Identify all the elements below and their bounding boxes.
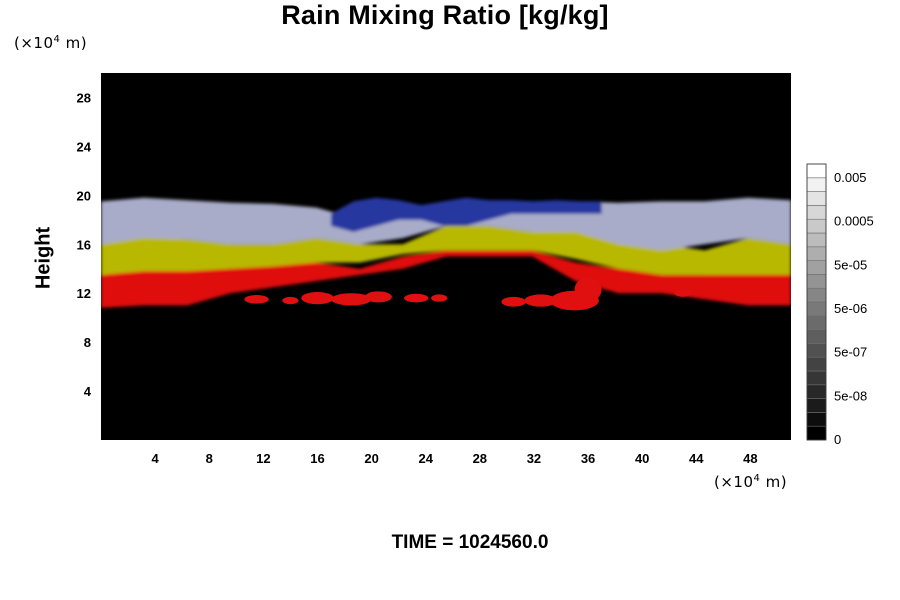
y-unit-suffix: m) [60, 34, 88, 52]
colorbar: 0 5e-08 5e-07 5e-06 5e-05 0.0005 0.005 [806, 163, 874, 447]
y-tick-label: 8 [84, 335, 91, 350]
colorbar-swatch [806, 205, 827, 220]
x-tick-label: 28 [473, 451, 487, 466]
rain-blob [674, 289, 691, 297]
colorbar-swatch [806, 412, 827, 427]
colorbar-swatch [806, 177, 827, 192]
x-tick-label: 44 [689, 451, 704, 466]
colorbar-swatch [806, 398, 827, 413]
colorbar-label: 0.005 [834, 170, 867, 185]
y-axis-unit: (×104 m) [14, 34, 87, 52]
rain-blob [301, 291, 334, 305]
rain-blob [431, 294, 448, 302]
x-tick-label: 8 [206, 451, 213, 466]
x-tick-label: 32 [527, 451, 541, 466]
colorbar-swatch [806, 218, 827, 234]
colorbar-swatch [806, 274, 827, 289]
colorbar-swatch [806, 343, 827, 358]
layer-blue [331, 197, 602, 232]
field-layers [101, 197, 791, 308]
x-tick-label: 4 [152, 451, 160, 466]
x-unit-suffix: m) [760, 473, 788, 491]
rain-blobs [244, 277, 691, 311]
chart-title: Rain Mixing Ratio [kg/kg] [281, 0, 609, 30]
colorbar-swatch [806, 301, 827, 317]
colorbar-swatch [806, 329, 827, 344]
rain-blob [331, 293, 372, 306]
colorbar-label: 5e-05 [834, 257, 867, 272]
colorbar-frame [806, 163, 827, 441]
y-unit-exponent: 4 [53, 34, 61, 45]
x-tick-label: 48 [743, 451, 757, 466]
y-tick-label: 16 [77, 237, 91, 252]
y-tick-label: 20 [77, 188, 91, 203]
colorbar-swatch [806, 260, 827, 275]
rain-blob [404, 293, 429, 303]
rain-blob [501, 296, 526, 307]
y-unit-prefix: (×10 [14, 34, 54, 52]
rain-blob [364, 291, 392, 303]
x-tick-label: 36 [581, 451, 595, 466]
colorbar-label: 5e-08 [834, 388, 867, 403]
colorbar-swatch [806, 163, 827, 179]
colorbar-swatch [806, 315, 827, 330]
colorbar-label: 0.0005 [834, 214, 874, 229]
time-label: TIME = 1024560.0 [391, 532, 549, 553]
rain-blob [574, 277, 602, 302]
colorbar-swatch [806, 356, 827, 372]
rain-blob [282, 296, 299, 305]
colorbar-label: 5e-06 [834, 301, 867, 316]
colorbar-swatch [806, 246, 827, 261]
x-unit-prefix: (×10 [714, 473, 754, 491]
x-axis-ticks: 4 8 12 16 20 24 28 32 36 40 44 48 [152, 451, 758, 466]
y-tick-label: 4 [84, 384, 92, 399]
colorbar-swatch [806, 425, 827, 441]
colorbar-label: 0 [834, 432, 841, 447]
y-tick-label: 24 [77, 139, 92, 154]
x-tick-label: 12 [256, 451, 270, 466]
x-axis-unit: (×104 m) [714, 473, 787, 491]
colorbar-swatch [806, 232, 827, 248]
x-tick-label: 24 [418, 451, 433, 466]
colorbar-label: 5e-07 [834, 345, 867, 360]
x-tick-label: 16 [310, 451, 324, 466]
y-tick-label: 12 [77, 286, 91, 301]
y-axis-ticks: 4 8 12 16 20 24 28 [77, 90, 92, 399]
y-tick-label: 28 [77, 90, 91, 105]
colorbar-swatch [806, 287, 827, 303]
colorbar-swatch [806, 370, 827, 386]
x-tick-label: 20 [364, 451, 378, 466]
colorbar-swatch [806, 384, 827, 399]
x-tick-label: 40 [635, 451, 649, 466]
rain-blob [524, 294, 557, 307]
rain-blob [244, 295, 269, 304]
colorbar-swatch [806, 191, 827, 206]
x-unit-exponent: 4 [753, 473, 761, 484]
layer-red [101, 250, 791, 308]
